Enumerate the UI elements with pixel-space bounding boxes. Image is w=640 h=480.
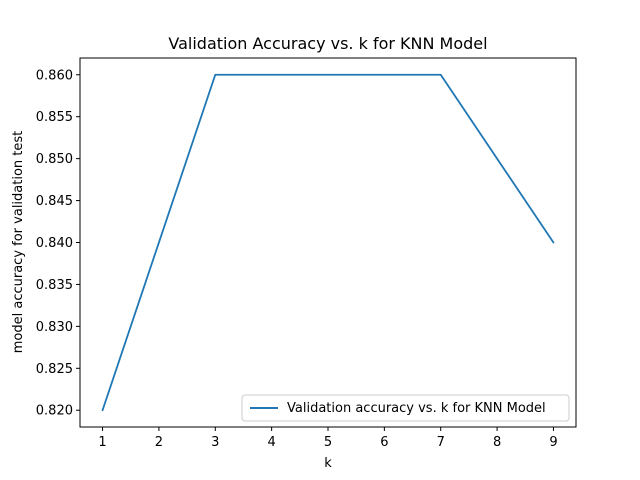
x-tick-label: 1 bbox=[98, 435, 106, 450]
y-tick-label: 0.840 bbox=[36, 236, 73, 251]
legend-label: Validation accuracy vs. k for KNN Model bbox=[287, 401, 546, 416]
x-axis-label: k bbox=[324, 456, 332, 471]
y-axis-label: model accuracy for validation test bbox=[11, 131, 26, 354]
y-tick-label: 0.835 bbox=[36, 278, 73, 293]
y-tick-label: 0.850 bbox=[36, 152, 73, 167]
x-tick-label: 8 bbox=[493, 435, 501, 450]
legend: Validation accuracy vs. k for KNN Model bbox=[241, 394, 570, 422]
y-tick-label: 0.855 bbox=[36, 110, 73, 125]
x-tick-label: 4 bbox=[267, 435, 275, 450]
x-tick-label: 2 bbox=[155, 435, 163, 450]
y-tick-label: 0.845 bbox=[36, 194, 73, 209]
y-tick-label: 0.820 bbox=[36, 404, 73, 419]
y-tick-label: 0.830 bbox=[36, 320, 73, 335]
x-tick-label: 7 bbox=[437, 435, 445, 450]
x-tick-label: 9 bbox=[549, 435, 557, 450]
plot-area: 1 2 3 4 5 6 7 8 9 0.820 0.825 0.830 0.835 0.840 0.845 0… bbox=[36, 68, 558, 450]
y-tick-label: 0.860 bbox=[36, 68, 73, 83]
chart-title: Validation Accuracy vs. k for KNN Model bbox=[168, 34, 487, 53]
x-tick-label: 5 bbox=[324, 435, 332, 450]
legend-box bbox=[241, 394, 570, 422]
x-tick-label: 3 bbox=[211, 435, 219, 450]
axes-frame bbox=[79, 57, 577, 428]
x-tick-label: 6 bbox=[380, 435, 388, 450]
y-tick-label: 0.825 bbox=[36, 362, 73, 377]
